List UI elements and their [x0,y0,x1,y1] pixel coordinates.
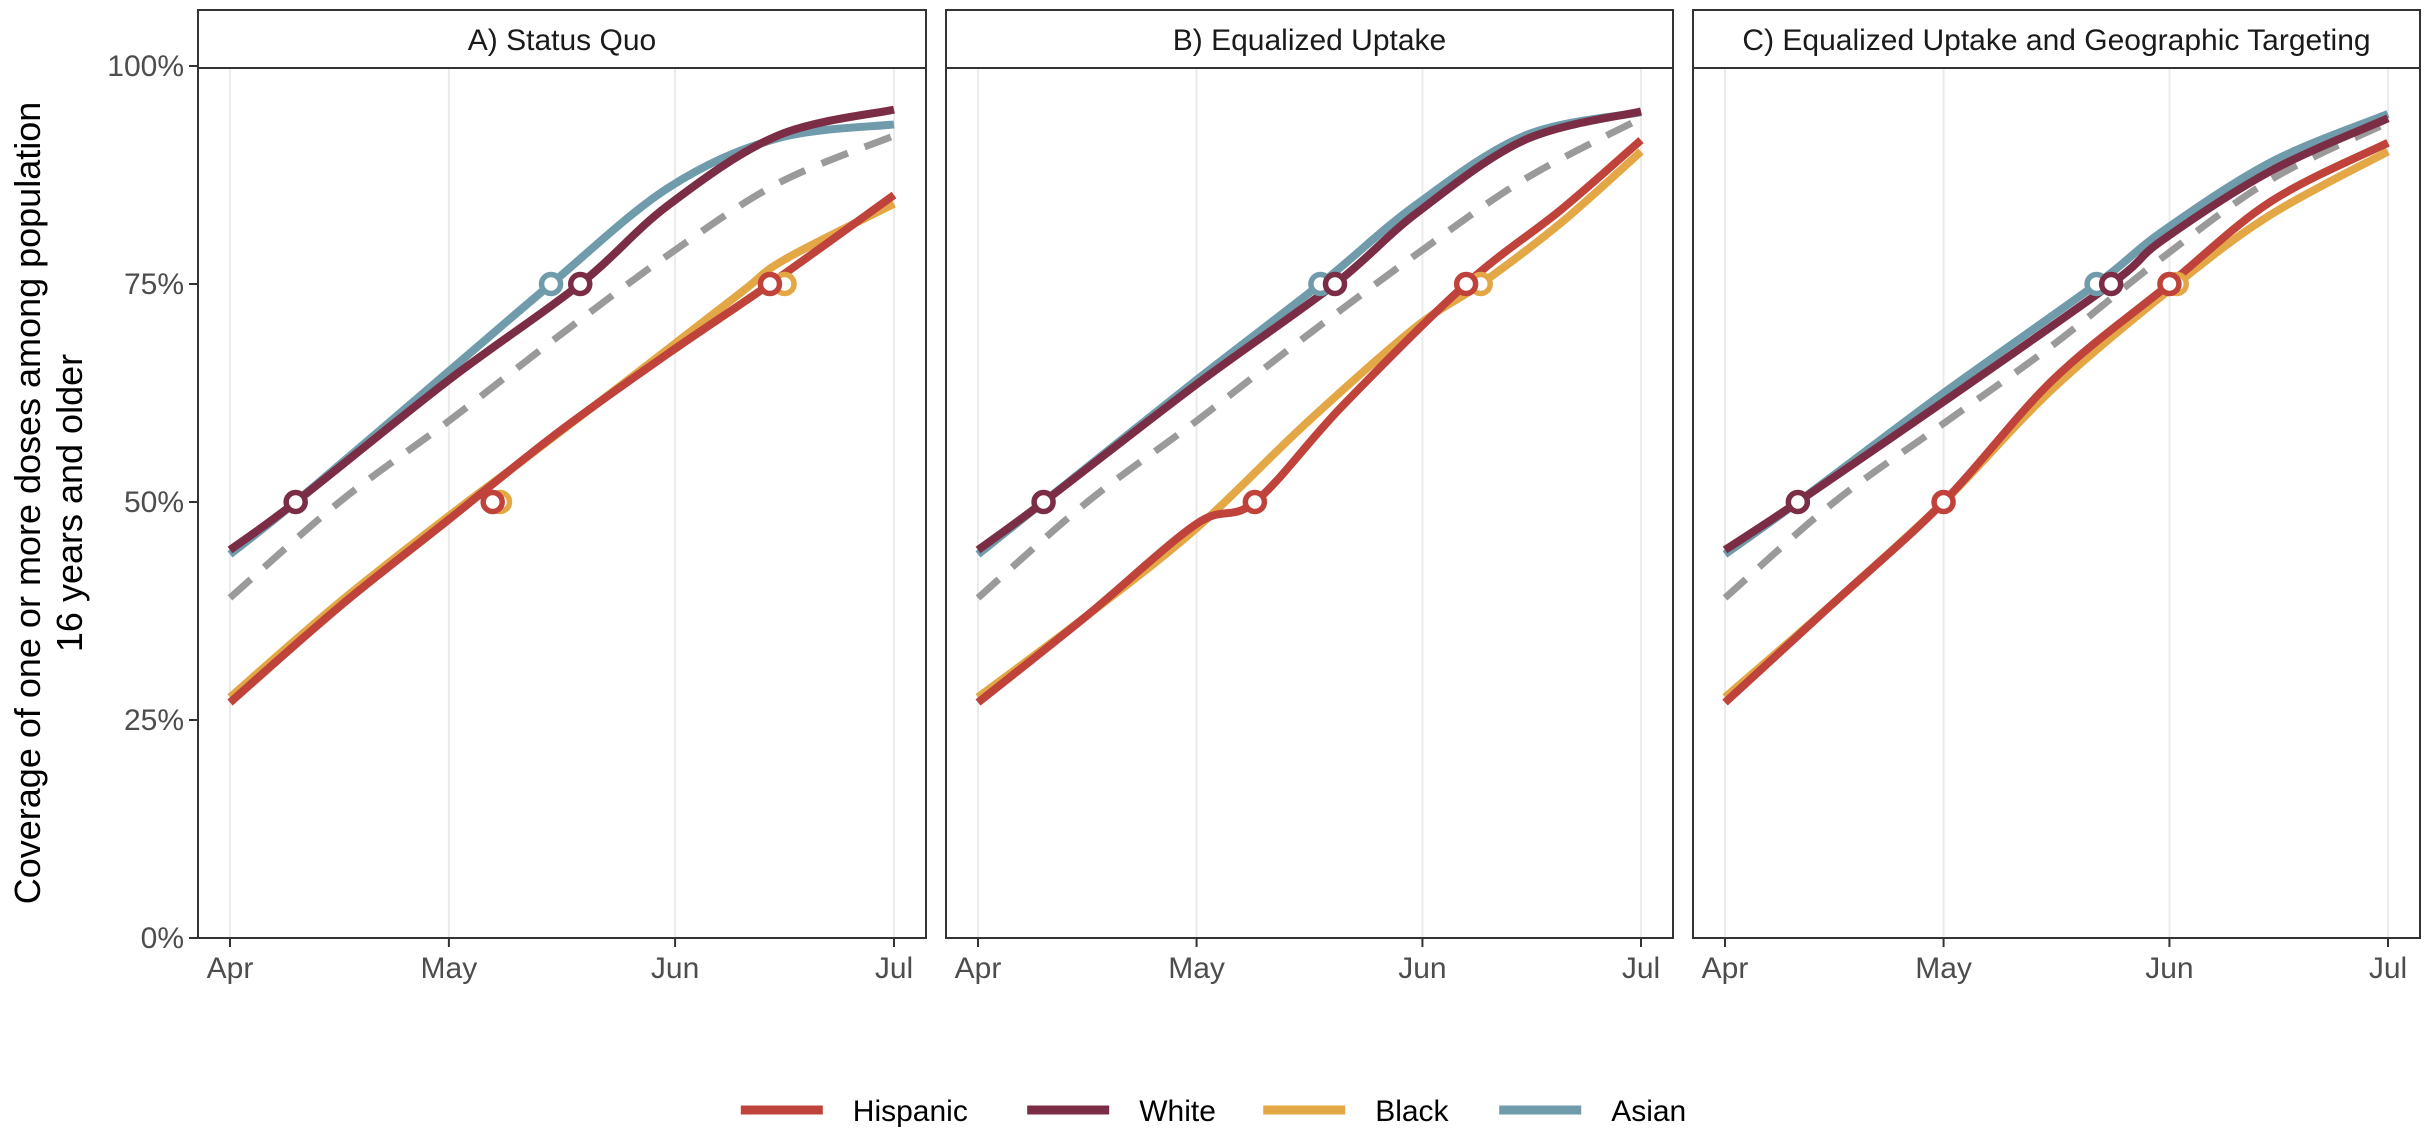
series-line-overall [975,115,1643,601]
series-line-overall [1722,119,2390,601]
plot-background [1693,68,2420,938]
facet-title: B) Equalized Uptake [1173,24,1447,57]
legend-label-asian: Asian [1611,1095,1686,1128]
milestone-marker-hispanic-75 [757,271,783,297]
x-tick-label-apr: Apr [207,952,254,985]
milestone-marker-white-75 [2098,271,2124,297]
y-axis-label-line-1: Coverage of one or more doses among popu… [7,102,48,905]
x-tick-label-jun: Jun [651,952,699,985]
x-axis: Apr May Jun Jul [1702,938,2407,985]
x-tick-label-jul: Jul [875,952,913,985]
series-line-overall [227,132,896,601]
milestone-marker-hispanic-75 [1453,271,1479,297]
milestone-marker-hispanic-50 [1242,489,1268,515]
legend: Hispanic White Black Asian [740,1095,1686,1128]
gridlines [229,68,895,938]
legend-item-asian: Asian [1499,1095,1686,1128]
panel-3: C) Equalized Uptake and Geographic Targe… [1692,9,2421,985]
milestone-marker-hispanic-75 [2157,271,2182,297]
panel-2: B) Equalized Uptake Apr May Jun Jul [945,9,1674,985]
milestone-marker-white-75 [1322,271,1348,297]
milestone-markers [1785,271,2189,515]
x-tick-label-may: May [1915,952,1972,985]
milestone-markers [283,271,797,515]
plot-background [198,68,926,938]
x-tick-label-apr: Apr [1702,952,1749,985]
milestone-marker-white-50 [1785,489,1811,515]
facet-title: A) Status Quo [468,24,656,57]
milestone-markers [1031,271,1493,515]
milestone-marker-white-50 [283,489,308,515]
legend-label-hispanic: Hispanic [853,1095,968,1128]
x-axis: Apr May Jun Jul [955,938,1660,985]
x-tick-label-jul: Jul [2369,952,2407,985]
y-axis-label-line-2: 16 years and older [49,354,90,652]
x-tick-label-may: May [421,952,478,985]
facet-strip [197,9,927,69]
y-tick-label-2: 50% [124,486,184,519]
milestone-marker-white-50 [1031,489,1056,515]
y-tick-label-1: 25% [124,704,184,737]
legend-item-black: Black [1263,1095,1450,1128]
milestone-marker-hispanic-50 [480,489,505,515]
x-tick-label-jul: Jul [1622,952,1660,985]
x-tick-label-may: May [1168,952,1225,985]
x-axis: Apr May Jun Jul [207,938,913,985]
x-tick-label-apr: Apr [955,952,1002,985]
x-tick-label-jun: Jun [1398,952,1446,985]
panel-1: A) Status Quo Apr May Jun Jul 0% 25% 50% 75% 100% [107,9,927,985]
milestone-marker-white-75 [567,271,593,297]
facet-strip [945,9,1674,69]
x-tick-label-jun: Jun [2145,952,2193,985]
legend-item-white: White [1027,1095,1216,1128]
facet-title: C) Equalized Uptake and Geographic Targe… [1742,24,2370,57]
y-axis: 0% 25% 50% 75% 100% [107,50,198,955]
facet-strip [1692,9,2421,69]
milestone-marker-hispanic-50 [1931,489,1956,515]
legend-item-hispanic: Hispanic [740,1095,968,1128]
y-tick-label-4: 100% [107,50,184,83]
y-tick-label-3: 75% [124,268,184,301]
y-tick-label-0: 0% [141,922,184,955]
series-line-hispanic [1722,139,2390,706]
series-line-hispanic [975,137,1644,706]
legend-label-white: White [1139,1095,1216,1128]
facet-panels: A) Status Quo Apr May Jun Jul 0% 25% 50% 75% 100%… [107,9,2421,985]
legend-label-black: Black [1375,1095,1449,1128]
milestone-marker-asian-75 [538,271,564,297]
